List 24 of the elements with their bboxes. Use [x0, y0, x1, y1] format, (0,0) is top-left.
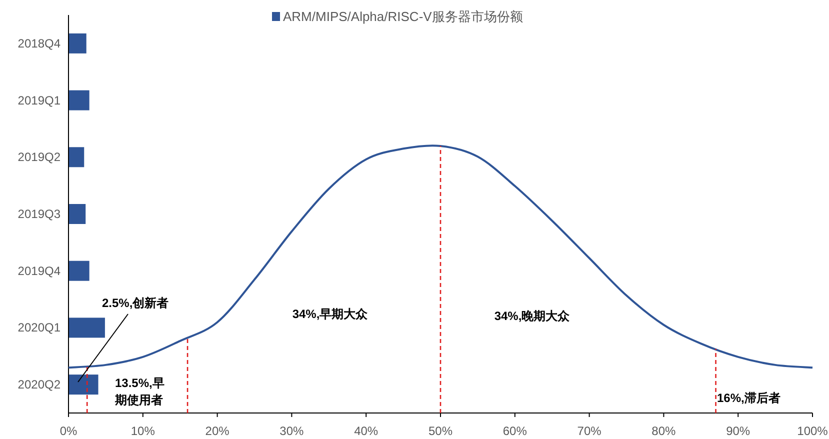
x-tick-label: 30%	[280, 424, 304, 438]
x-tick-label: 80%	[652, 424, 676, 438]
x-tick-label: 20%	[205, 424, 230, 438]
x-tick-label: 10%	[130, 424, 156, 438]
x-tick-label: 70%	[577, 424, 602, 438]
x-tick-label: 50%	[428, 424, 453, 438]
y-tick-label: 2019Q2	[18, 150, 61, 164]
annotation: 34%,早期大众	[292, 307, 369, 321]
annotation: 2.5%,创新者	[102, 296, 169, 310]
x-tick-label: 40%	[354, 424, 378, 438]
x-tick-label: 0%	[60, 424, 78, 438]
x-tick-label: 60%	[502, 424, 528, 438]
legend-label: ARM/MIPS/Alpha/RISC-V服务器市场份额	[283, 9, 523, 24]
y-tick-label: 2020Q2	[18, 378, 61, 392]
y-tick-label: 2019Q3	[18, 207, 61, 221]
x-tick-label: 100%	[797, 424, 828, 438]
y-tick-label: 2020Q1	[18, 320, 61, 335]
x-tick-label: 90%	[726, 424, 750, 438]
annotation: 13.5%,早期使用者	[114, 376, 164, 407]
annotation: 34%,晚期大众	[494, 309, 571, 323]
annotation: 16%,滞后者	[717, 391, 780, 405]
y-tick-label: 2018Q4	[18, 36, 61, 50]
y-tick-label: 2019Q4	[18, 264, 61, 278]
y-tick-label: 2019Q1	[18, 93, 61, 108]
